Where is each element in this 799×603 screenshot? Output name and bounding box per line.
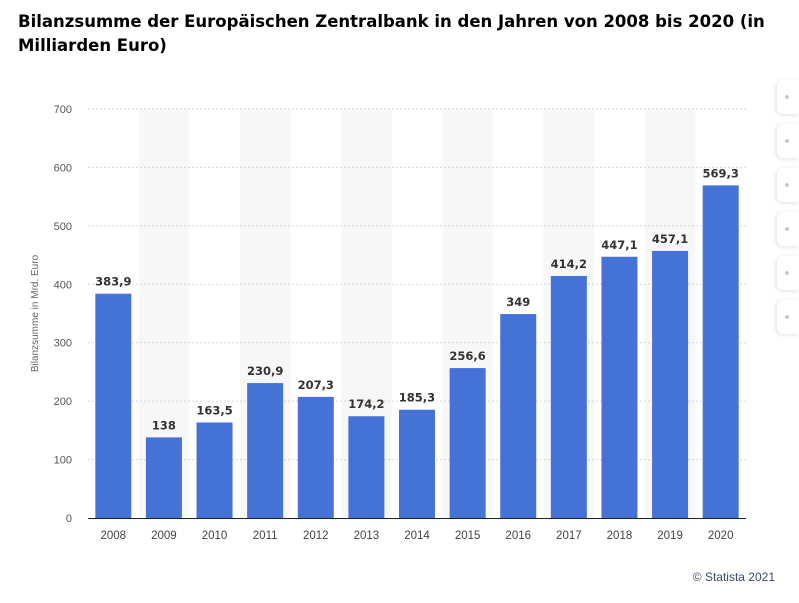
download-icon[interactable] <box>777 212 799 246</box>
y-tick-label: 500 <box>54 221 72 233</box>
x-tick-label: 2018 <box>607 530 633 542</box>
bar <box>297 396 334 518</box>
x-tick-label: 2008 <box>101 530 127 542</box>
data-label: 414,2 <box>551 257 587 271</box>
bar <box>145 437 182 518</box>
settings-icon[interactable] <box>777 168 799 202</box>
data-label: 174,2 <box>348 397 384 411</box>
y-tick-label: 0 <box>66 513 72 525</box>
bar <box>601 256 638 518</box>
data-label: 569,3 <box>702 166 738 180</box>
y-tick-label: 300 <box>54 338 72 350</box>
data-label: 349 <box>506 295 530 309</box>
bar <box>247 383 284 518</box>
x-tick-label: 2020 <box>708 530 734 542</box>
side-toolbar <box>777 80 799 344</box>
x-tick-label: 2017 <box>556 530 582 542</box>
y-tick-label: 600 <box>54 162 72 174</box>
print-icon[interactable] <box>777 300 799 334</box>
data-label: 207,3 <box>298 378 334 392</box>
x-tick-label: 2009 <box>151 530 177 542</box>
x-tick-label: 2014 <box>404 530 430 542</box>
notification-icon[interactable] <box>777 80 799 114</box>
bar <box>348 416 385 518</box>
x-tick-label: 2015 <box>455 530 481 542</box>
bar <box>702 185 739 518</box>
data-label: 256,6 <box>449 349 485 363</box>
y-tick-label: 200 <box>54 396 72 408</box>
bar <box>652 250 689 518</box>
y-tick-label: 700 <box>54 104 72 116</box>
bar <box>399 409 435 518</box>
x-tick-label: 2010 <box>202 530 228 542</box>
data-label: 383,9 <box>95 275 131 289</box>
y-tick-label: 400 <box>54 279 72 291</box>
y-axis-label: Bilanzsumme in Mrd. Euro <box>30 254 41 372</box>
copyright: © Statista 2021 <box>692 570 775 584</box>
data-label: 447,1 <box>601 238 637 252</box>
x-tick-label: 2012 <box>303 530 329 542</box>
bar <box>95 293 132 518</box>
share-icon[interactable] <box>777 256 799 290</box>
data-label: 185,3 <box>399 391 435 405</box>
x-tick-label: 2011 <box>253 530 278 542</box>
favorite-icon[interactable] <box>777 124 799 158</box>
data-label: 163,5 <box>196 403 232 417</box>
data-label: 138 <box>152 418 176 432</box>
x-tick-label: 2016 <box>505 530 531 542</box>
bar <box>500 314 537 518</box>
x-tick-label: 2019 <box>657 530 683 542</box>
x-tick-label: 2013 <box>354 530 380 542</box>
data-label: 230,9 <box>247 364 283 378</box>
data-label: 457,1 <box>652 232 688 246</box>
bar <box>550 275 587 518</box>
bar <box>449 368 486 518</box>
y-tick-label: 100 <box>54 455 72 467</box>
bar <box>196 422 233 518</box>
chart-title: Bilanzsumme der Europäischen Zentralbank… <box>18 12 765 55</box>
